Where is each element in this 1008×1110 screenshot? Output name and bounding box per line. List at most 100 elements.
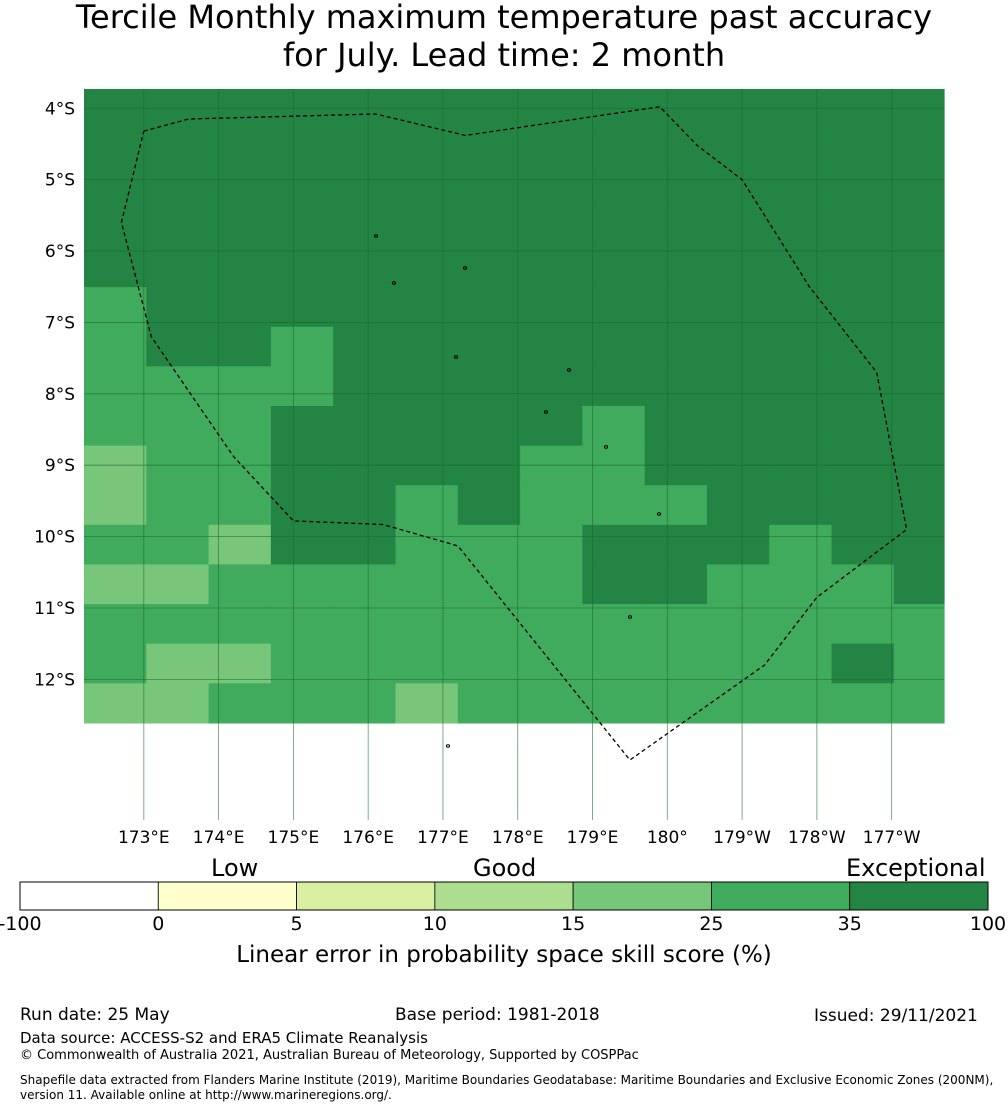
heatmap-cell [644, 89, 708, 130]
island-marker [627, 615, 633, 619]
heatmap-cell [706, 168, 770, 209]
heatmap-cell [395, 89, 459, 130]
heatmap-cell [270, 564, 334, 605]
heatmap-cell [582, 405, 646, 447]
heatmap-cell [146, 485, 210, 526]
heatmap-cell [333, 168, 397, 209]
heatmap-cell [208, 604, 272, 645]
heatmap-cell [395, 128, 459, 169]
heatmap-cell [333, 287, 397, 328]
heatmap-cell [333, 604, 397, 645]
colorbar-category-exceptional: Exceptional [846, 854, 986, 882]
heatmap-cell [706, 89, 770, 130]
heatmap-cell [146, 524, 210, 566]
heatmap-cell [831, 564, 895, 605]
heatmap-cell [769, 366, 833, 407]
lat-tick-label: 7°S [45, 313, 75, 333]
heatmap-cell [457, 524, 521, 566]
lon-tick-label: 180° [647, 828, 688, 848]
heatmap-cell [893, 247, 945, 288]
heatmap-cell [457, 326, 521, 367]
colorbar-category-good: Good [473, 854, 537, 882]
heatmap-cell [893, 326, 945, 367]
heatmap-cell [270, 445, 334, 486]
heatmap-cell [520, 643, 583, 684]
heatmap-cell [333, 683, 397, 724]
heatmap-cell [84, 683, 147, 724]
heatmap-cell [582, 604, 646, 645]
heatmap-cell [520, 247, 583, 288]
heatmap-cell [395, 168, 459, 209]
heatmap-cell [769, 445, 833, 486]
heatmap-cell [644, 524, 708, 566]
heatmap-cell [520, 445, 583, 486]
heatmap-cell [582, 683, 646, 724]
heatmap-cell [831, 405, 895, 447]
heatmap-cell [270, 405, 334, 447]
lon-tick-label: 173°E [118, 828, 170, 848]
heatmap-cell [582, 287, 646, 328]
heatmap-cell [582, 524, 646, 566]
heatmap-cell [333, 445, 397, 486]
heatmap-cell [706, 643, 770, 684]
heatmap-cell [644, 326, 708, 367]
heatmap-cell [582, 485, 646, 526]
heatmap-cell [333, 366, 397, 407]
heatmap-cell [208, 366, 272, 407]
heatmap-cell [208, 485, 272, 526]
heatmap-cell [769, 247, 833, 288]
heatmap-cell [395, 524, 459, 566]
heatmap-cell [270, 168, 334, 209]
heatmap-cell [84, 366, 147, 407]
heatmap-cell [831, 326, 895, 367]
heatmap-cell [208, 326, 272, 367]
colorbar [19, 881, 989, 911]
heatmap-cell [893, 564, 945, 605]
heatmap-cell [644, 445, 708, 486]
lon-tick-label: 178°W [788, 828, 846, 848]
heatmap-cell [706, 445, 770, 486]
gridlines [84, 89, 944, 820]
heatmap-cell [520, 485, 583, 526]
heatmap-cell [208, 524, 272, 566]
heatmap-cell [520, 366, 583, 407]
heatmap-cell [395, 445, 459, 486]
heatmap-cell [520, 128, 583, 169]
heatmap-cell [831, 366, 895, 407]
heatmap-cell [146, 128, 210, 169]
heatmap-cell [706, 247, 770, 288]
heatmap-cell [333, 247, 397, 288]
heatmap-cell [706, 564, 770, 605]
heatmap-cell [831, 643, 895, 684]
heatmap-cell [831, 207, 895, 249]
heatmap-cell [831, 128, 895, 169]
heatmap-cell [457, 405, 521, 447]
lon-tick-label: 178°E [492, 828, 544, 848]
copyright: © Commonwealth of Australia 2021, Austra… [20, 1048, 639, 1063]
colorbar-tick-label: 5 [290, 913, 303, 935]
colorbar-category-low: Low [211, 854, 259, 882]
heatmap-cell [893, 524, 945, 566]
heatmap-cell [208, 643, 272, 684]
colorbar-tick-label: 15 [561, 913, 586, 935]
chart-title: Tercile Monthly maximum temperature past… [0, 0, 1008, 74]
heatmap-cell [395, 247, 459, 288]
heatmap-cell [270, 207, 334, 249]
heatmap-cell [706, 326, 770, 367]
lon-tick-label: 177°W [863, 828, 921, 848]
heatmap-cell [84, 524, 147, 566]
heatmap-cell [208, 683, 272, 724]
heatmap-cell [208, 445, 272, 486]
heatmap-cell [84, 485, 147, 526]
heatmap-cell [644, 485, 708, 526]
colorbar-segment [849, 881, 989, 911]
island-marker [543, 410, 549, 414]
lon-tick-label: 177°E [417, 828, 469, 848]
heatmap-cell [333, 89, 397, 130]
heatmap-cell [146, 564, 210, 605]
heatmap-cell [84, 643, 147, 684]
colorbar-tick-label: -100 [0, 913, 42, 935]
island-marker [453, 355, 459, 359]
heatmap-cell [395, 604, 459, 645]
